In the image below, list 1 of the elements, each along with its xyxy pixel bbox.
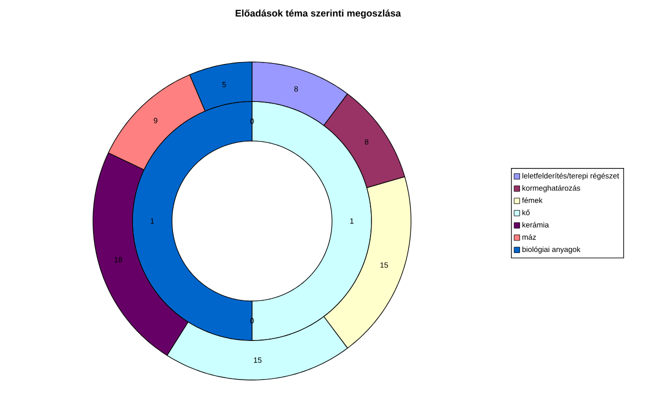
chart-title: Előadások téma szerinti megoszlása [236,9,401,19]
